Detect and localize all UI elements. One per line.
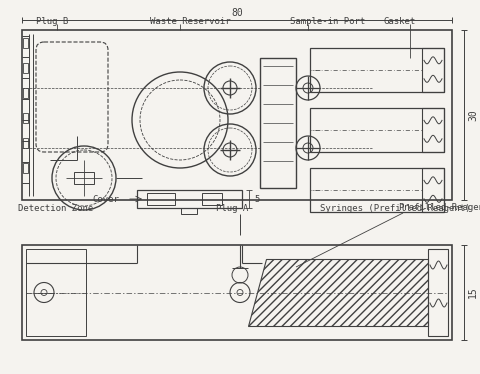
Bar bbox=[23, 38, 28, 48]
Text: 80: 80 bbox=[231, 8, 243, 18]
Bar bbox=[147, 193, 175, 205]
Bar bbox=[23, 113, 28, 123]
Bar bbox=[310, 108, 444, 152]
Bar bbox=[23, 163, 28, 173]
Bar bbox=[422, 48, 444, 92]
Bar bbox=[74, 172, 94, 184]
Bar bbox=[181, 208, 197, 214]
Bar bbox=[23, 88, 28, 98]
Text: Prefilled-Reagent: Prefilled-Reagent bbox=[398, 202, 480, 212]
Bar bbox=[137, 190, 242, 208]
Bar bbox=[22, 245, 452, 340]
Bar bbox=[310, 168, 444, 212]
Text: 5: 5 bbox=[254, 194, 259, 203]
Text: Plug A: Plug A bbox=[216, 204, 248, 213]
Text: 15: 15 bbox=[468, 286, 478, 298]
Bar bbox=[202, 193, 222, 205]
Bar bbox=[26, 249, 86, 336]
Bar bbox=[422, 168, 444, 212]
Text: Gasket: Gasket bbox=[384, 17, 416, 26]
Text: Cover: Cover bbox=[92, 194, 119, 203]
Text: Waste Reservoir: Waste Reservoir bbox=[150, 17, 230, 26]
Text: 30: 30 bbox=[468, 109, 478, 121]
Text: Syringes (Prefilled-Reagent): Syringes (Prefilled-Reagent) bbox=[320, 204, 470, 213]
Bar bbox=[428, 249, 448, 336]
Text: Detection Zone: Detection Zone bbox=[18, 204, 93, 213]
Text: Plug B: Plug B bbox=[36, 17, 68, 26]
Bar bbox=[23, 63, 28, 73]
Bar bbox=[22, 30, 452, 200]
Bar bbox=[422, 108, 444, 152]
Bar bbox=[310, 48, 444, 92]
Text: Sample-in Port: Sample-in Port bbox=[290, 17, 365, 26]
Bar bbox=[23, 138, 28, 148]
Bar bbox=[260, 58, 296, 188]
